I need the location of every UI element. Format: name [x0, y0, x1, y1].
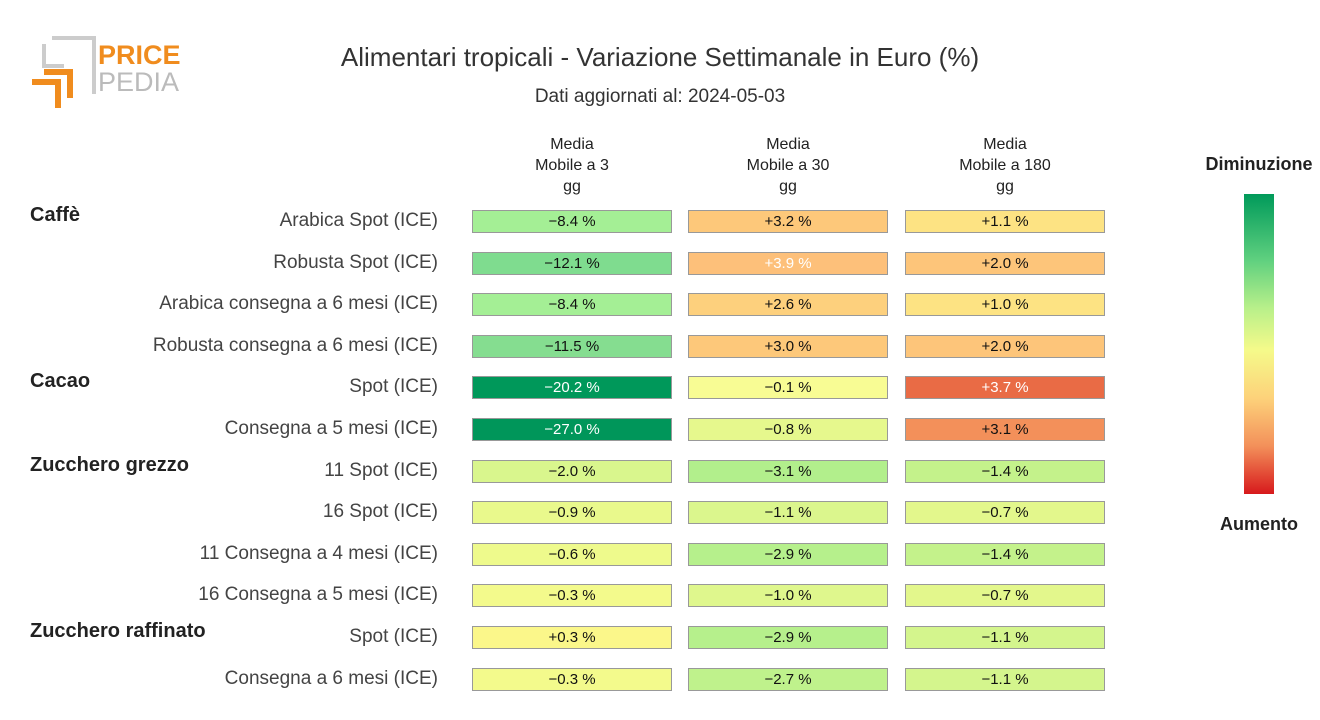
heatmap-cell: −2.9 %: [688, 626, 888, 649]
heatmap-cell: −0.3 %: [472, 667, 672, 691]
heatmap-cell: −1.4 %: [905, 459, 1105, 483]
logo-mark-grey-1: [42, 44, 64, 68]
heatmap-cell: −1.0 %: [688, 584, 888, 608]
row-label: 16 Consegna a 5 mesi (ICE): [198, 584, 438, 606]
heatmap-cell: −12.1 %: [472, 251, 672, 275]
row-label: Consegna a 6 mesi (ICE): [224, 667, 438, 689]
heatmap-cell: −0.7 %: [905, 584, 1105, 608]
logo-word-price: PRICE: [98, 40, 181, 70]
row-label: Arabica Spot (ICE): [279, 210, 438, 231]
heatmap-cell: +3.2 %: [688, 210, 888, 233]
heatmap-cell: +0.3 %: [472, 626, 672, 649]
heatmap-cell: −3.1 %: [688, 459, 888, 483]
group-label: Zucchero grezzo: [30, 453, 189, 476]
heatmap-cell: −20.2 %: [472, 376, 672, 400]
heatmap-cell: +1.0 %: [905, 293, 1105, 317]
heatmap-cell: −0.8 %: [688, 418, 888, 441]
heatmap-cell: −27.0 %: [472, 418, 672, 441]
group-label: Cacao: [30, 370, 91, 393]
legend-bottom-label: Aumento: [1220, 514, 1298, 534]
heatmap-cell: −0.9 %: [472, 501, 672, 525]
heatmap-cell: −2.9 %: [688, 542, 888, 566]
heatmap-cell: +3.1 %: [905, 418, 1105, 441]
heatmap-cell: −0.1 %: [688, 376, 888, 400]
chart-subtitle: Dati aggiornati al: 2024-05-03: [534, 86, 786, 107]
logo-mark-orange-1: [32, 79, 61, 108]
heatmap-cell: −1.1 %: [688, 501, 888, 525]
logo-mark-grey-2: [52, 36, 96, 94]
row-label: Robusta consegna a 6 mesi (ICE): [152, 334, 438, 356]
heatmap-cell: +2.0 %: [905, 251, 1105, 275]
heatmap-cell: −1.1 %: [905, 626, 1105, 649]
heatmap-cell: −2.0 %: [472, 459, 672, 483]
pricepedia-logo: PRICE PEDIA: [32, 36, 181, 108]
chart-title: Alimentari tropicali - Variazione Settim…: [340, 42, 980, 72]
heatmap-cell: +3.7 %: [905, 376, 1105, 400]
row-label: Spot (ICE): [349, 626, 438, 647]
row-label: 16 Spot (ICE): [322, 501, 438, 523]
row-label: Consegna a 5 mesi (ICE): [224, 418, 438, 439]
column-header: Media Mobile a 180 gg: [959, 136, 1051, 195]
row-label: 11 Spot (ICE): [324, 459, 438, 481]
row-label: Spot (ICE): [349, 376, 438, 398]
heatmap-cell: −11.5 %: [472, 334, 672, 358]
row-label: 11 Consegna a 4 mesi (ICE): [199, 542, 438, 564]
column-header: Media Mobile a 3 gg: [535, 136, 609, 195]
logo-mark-orange-2: [44, 69, 73, 98]
heatmap-cell: +1.1 %: [905, 210, 1105, 233]
heatmap-cell: −0.7 %: [905, 501, 1105, 525]
logo-word-pedia: PEDIA: [98, 67, 179, 97]
heatmap-cell: +3.0 %: [688, 334, 888, 358]
heatmap-cell: −0.6 %: [472, 542, 672, 566]
column-header: Media Mobile a 30 gg: [746, 136, 830, 195]
heatmap-cell: +2.6 %: [688, 293, 888, 317]
heatmap-cell: −8.4 %: [472, 210, 672, 233]
heatmap-cell: −2.7 %: [688, 667, 888, 691]
legend-color-scale: [1244, 194, 1274, 494]
group-label: Caffè: [30, 204, 81, 226]
group-label: Zucchero raffinato: [30, 620, 206, 642]
heatmap-cell: −0.3 %: [472, 584, 672, 608]
heatmap-cell: +2.0 %: [905, 334, 1105, 358]
heatmap-cell: −8.4 %: [472, 293, 672, 317]
row-label: Arabica consegna a 6 mesi (ICE): [159, 293, 438, 315]
heatmap-cell: −1.4 %: [905, 542, 1105, 566]
legend-top-label: Diminuzione: [1205, 154, 1313, 174]
heatmap-cell: +3.9 %: [688, 251, 888, 275]
heatmap-cell: −1.1 %: [905, 667, 1105, 691]
row-label: Robusta Spot (ICE): [273, 251, 438, 273]
